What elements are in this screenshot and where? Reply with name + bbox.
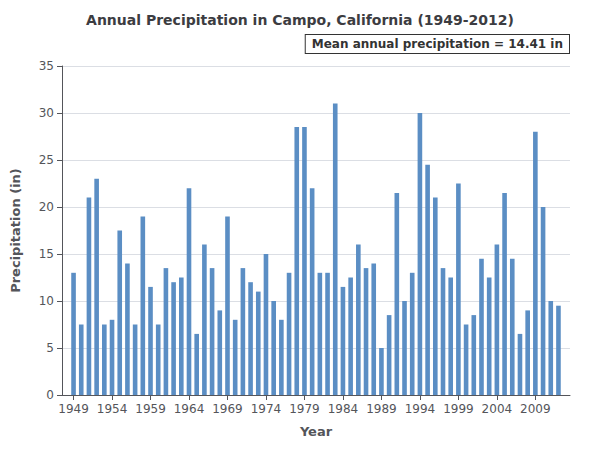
svg-text:2004: 2004 [482,402,513,416]
svg-text:10: 10 [39,294,54,308]
svg-text:1964: 1964 [174,402,205,416]
svg-text:30: 30 [39,106,54,120]
svg-text:2009: 2009 [520,402,551,416]
svg-text:1999: 1999 [443,402,474,416]
svg-text:5: 5 [46,341,54,355]
svg-text:35: 35 [39,59,54,73]
svg-text:Precipitation (in): Precipitation (in) [8,168,23,293]
svg-text:Mean annual precipitation = 14: Mean annual precipitation = 14.41 in [312,37,563,51]
svg-text:1989: 1989 [366,402,397,416]
svg-text:15: 15 [39,247,54,261]
svg-text:20: 20 [39,200,54,214]
svg-text:1969: 1969 [212,402,243,416]
svg-text:1954: 1954 [97,402,128,416]
svg-text:1994: 1994 [405,402,436,416]
svg-text:1959: 1959 [135,402,166,416]
svg-text:1984: 1984 [328,402,359,416]
svg-text:Annual Precipitation in Campo,: Annual Precipitation in Campo, Californi… [86,12,514,28]
svg-text:1974: 1974 [251,402,282,416]
svg-text:25: 25 [39,153,54,167]
svg-text:0: 0 [46,388,54,402]
svg-text:1979: 1979 [289,402,320,416]
svg-text:1949: 1949 [58,402,89,416]
svg-text:Year: Year [299,424,333,439]
